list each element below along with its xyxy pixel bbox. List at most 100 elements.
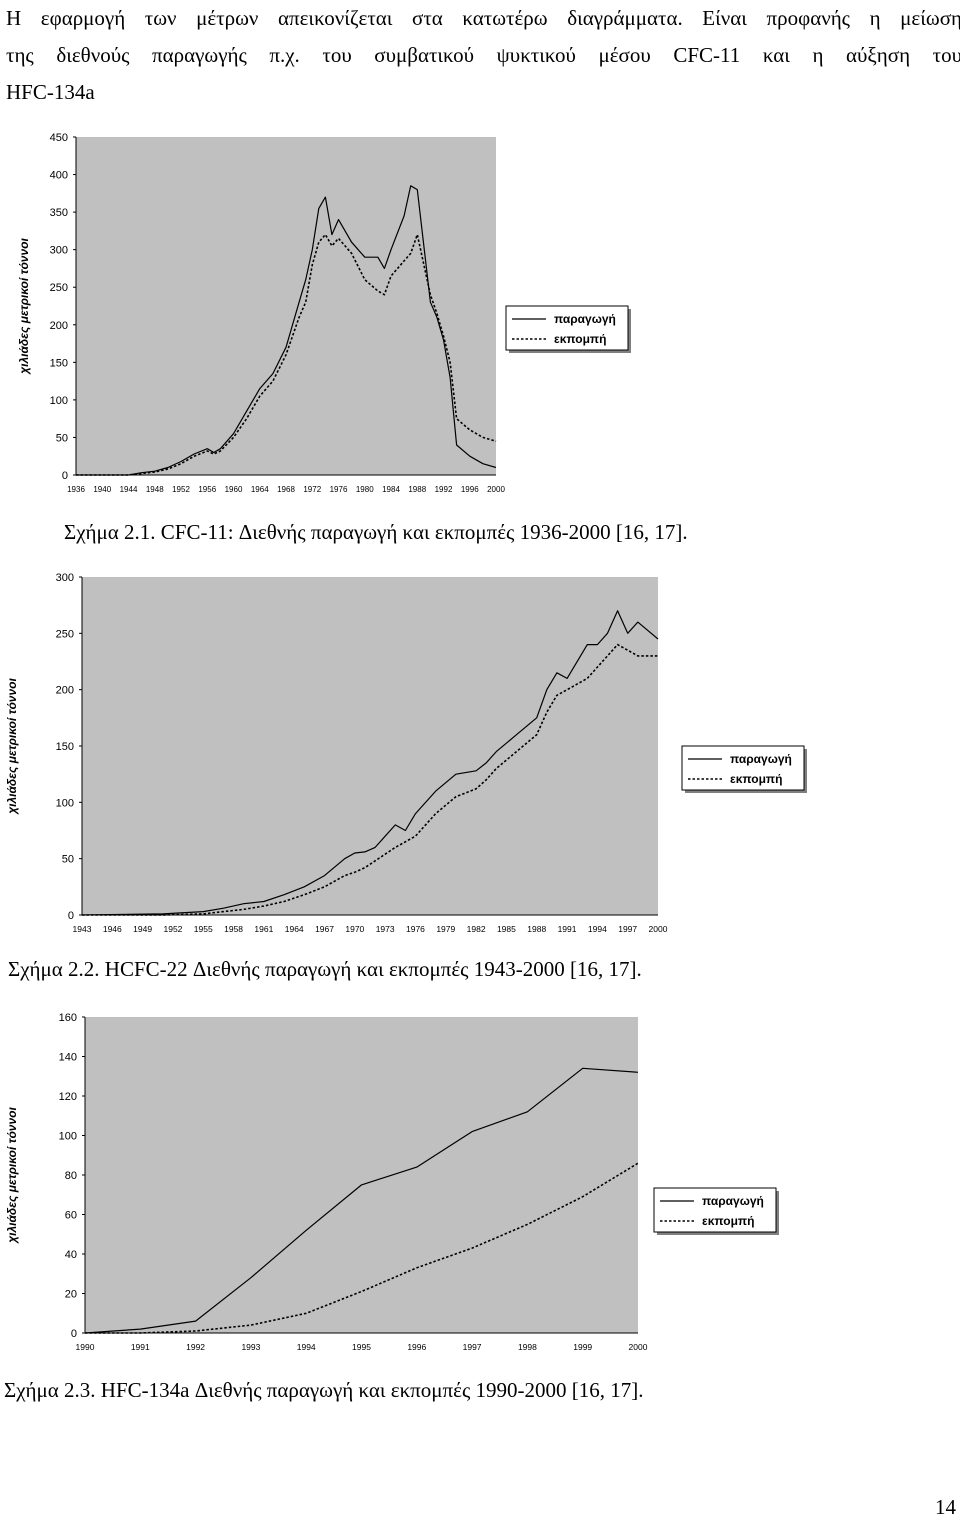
- y-tick-label: 0: [71, 1328, 77, 1340]
- y-axis-label: χιλιάδες μετρικοί τόννοι: [17, 238, 31, 376]
- y-tick-label: 150: [50, 357, 68, 369]
- x-tick-label: 1948: [146, 485, 164, 494]
- figure-hfc134a-chart: 0 20 40 60 80 100 120 140 160 1990 1991 1992 1993 199…: [0, 1003, 790, 1363]
- legend-label: εκπομπή: [554, 332, 606, 346]
- x-tick-label: 2000: [629, 1342, 648, 1352]
- y-tick-label: 40: [65, 1249, 77, 1261]
- x-tick-label: 1952: [172, 485, 190, 494]
- x-tick-label: 2000: [487, 485, 505, 494]
- x-tick-label: 1999: [573, 1342, 592, 1352]
- y-tick-label: 300: [50, 245, 68, 257]
- x-tick-label: 1955: [194, 924, 213, 934]
- x-tick-label: 1990: [76, 1342, 95, 1352]
- y-tick-label: 250: [50, 282, 68, 294]
- x-tick-label: 1940: [93, 485, 111, 494]
- y-tick-label: 350: [50, 207, 68, 219]
- x-tick-label: 1994: [588, 924, 607, 934]
- x-tick-label: 1997: [463, 1342, 482, 1352]
- x-tick-label: 1998: [518, 1342, 537, 1352]
- x-tick-label: 1985: [497, 924, 516, 934]
- legend-box: [653, 1187, 777, 1233]
- y-tick-label: 400: [50, 170, 68, 182]
- y-tick-label: 120: [59, 1091, 77, 1103]
- y-tick-label: 50: [56, 432, 68, 444]
- x-tick-label: 1980: [356, 485, 374, 494]
- y-tick-label: 450: [50, 132, 68, 144]
- x-tick-label: 1992: [186, 1342, 205, 1352]
- intro-line-3: HFC-134a: [6, 80, 95, 104]
- series-line-emission: [82, 643, 658, 916]
- series-line-production: [84, 1067, 639, 1334]
- x-tick-label: 1997: [618, 924, 637, 934]
- y-axis-label: χιλιάδες μετρικοί τόννοι: [5, 1107, 19, 1245]
- x-tick-label: 1952: [163, 924, 182, 934]
- series-line-production: [81, 610, 659, 916]
- y-tick-label: 140: [59, 1052, 77, 1064]
- y-tick-label: 80: [65, 1170, 77, 1182]
- x-tick-label: 1968: [277, 485, 295, 494]
- y-axis-label: χιλιάδες μετρικοί τόννοι: [5, 678, 19, 816]
- x-tick-label: 1995: [352, 1342, 371, 1352]
- x-tick-label: 1976: [406, 924, 425, 934]
- y-tick-label: 0: [68, 910, 74, 922]
- figure-cfc11-chart: 0 50 100 150 200 250 300 350 400 450 1936 1940 1944 1…: [0, 122, 650, 502]
- intro-line-2: της διεθνούς παραγωγής π.χ. του συμβατικ…: [6, 43, 960, 67]
- legend-box: [681, 745, 805, 791]
- figure-hcfc22-chart: 0 50 100 150 200 250 300 1943 1946 1949 1952 1955 19…: [0, 563, 820, 943]
- x-tick-label: 1988: [408, 485, 426, 494]
- y-tick-label: 100: [59, 1131, 77, 1143]
- y-tick-label: 200: [50, 320, 68, 332]
- y-tick-label: 300: [56, 572, 74, 584]
- x-tick-label: 1979: [436, 924, 455, 934]
- x-tick-label: 1993: [241, 1342, 260, 1352]
- intro-paragraph: Η εφαρμογή των μέτρων απεικονίζεται στα …: [6, 0, 960, 111]
- y-tick-label: 20: [65, 1289, 77, 1301]
- x-tick-label: 1992: [435, 485, 453, 494]
- x-tick-label: 1944: [120, 485, 138, 494]
- x-tick-label: 1982: [467, 924, 486, 934]
- hcfc22-chart-svg: 0 50 100 150 200 250 300 1943 1946 1949 1952 1955 19…: [5, 572, 807, 934]
- y-tick-label: 0: [62, 470, 68, 482]
- x-tick-label: 1996: [461, 485, 479, 494]
- x-tick-label: 1970: [345, 924, 364, 934]
- legend-box: [505, 305, 629, 351]
- hfc134a-chart-svg: 0 20 40 60 80 100 120 140 160 1990 1991 1992 1993 199…: [5, 1012, 779, 1352]
- series-line-emission: [76, 233, 497, 476]
- legend-label: παραγωγή: [554, 312, 616, 326]
- x-tick-label: 1976: [330, 485, 348, 494]
- y-tick-label: 160: [59, 1012, 77, 1024]
- plot-area: [85, 1017, 638, 1333]
- cfc11-chart-svg: 0 50 100 150 200 250 300 350 400 450 1936 1940 1944 1…: [17, 132, 631, 494]
- x-tick-label: 1984: [382, 485, 400, 494]
- x-tick-label: 1991: [131, 1342, 150, 1352]
- intro-line-1: Η εφαρμογή των μέτρων απεικονίζεται στα …: [6, 6, 960, 30]
- page-number: 14: [935, 1495, 956, 1519]
- x-tick-label: 1949: [133, 924, 152, 934]
- y-tick-label: 250: [56, 628, 74, 640]
- x-tick-label: 1988: [527, 924, 546, 934]
- y-tick-label: 60: [65, 1210, 77, 1222]
- x-tick-label: 1936: [67, 485, 85, 494]
- legend-label: παραγωγή: [730, 752, 792, 766]
- x-tick-label: 1958: [224, 924, 243, 934]
- y-tick-label: 200: [56, 685, 74, 697]
- y-tick-label: 150: [56, 741, 74, 753]
- x-tick-label: 1994: [297, 1342, 316, 1352]
- x-tick-label: 1956: [198, 485, 216, 494]
- legend-label: εκπομπή: [702, 1214, 754, 1228]
- x-tick-label: 2000: [649, 924, 668, 934]
- plot-area: [76, 137, 496, 475]
- x-tick-label: 1961: [254, 924, 273, 934]
- legend-label: εκπομπή: [730, 772, 782, 786]
- x-tick-label: 1960: [225, 485, 243, 494]
- x-tick-label: 1972: [303, 485, 321, 494]
- series-line-production: [76, 185, 497, 476]
- x-tick-label: 1964: [285, 924, 304, 934]
- x-tick-label: 1996: [407, 1342, 426, 1352]
- x-tick-label: 1943: [73, 924, 92, 934]
- x-tick-label: 1946: [103, 924, 122, 934]
- x-tick-label: 1991: [558, 924, 577, 934]
- x-tick-label: 1967: [315, 924, 334, 934]
- x-tick-label: 1973: [376, 924, 395, 934]
- y-tick-label: 100: [56, 797, 74, 809]
